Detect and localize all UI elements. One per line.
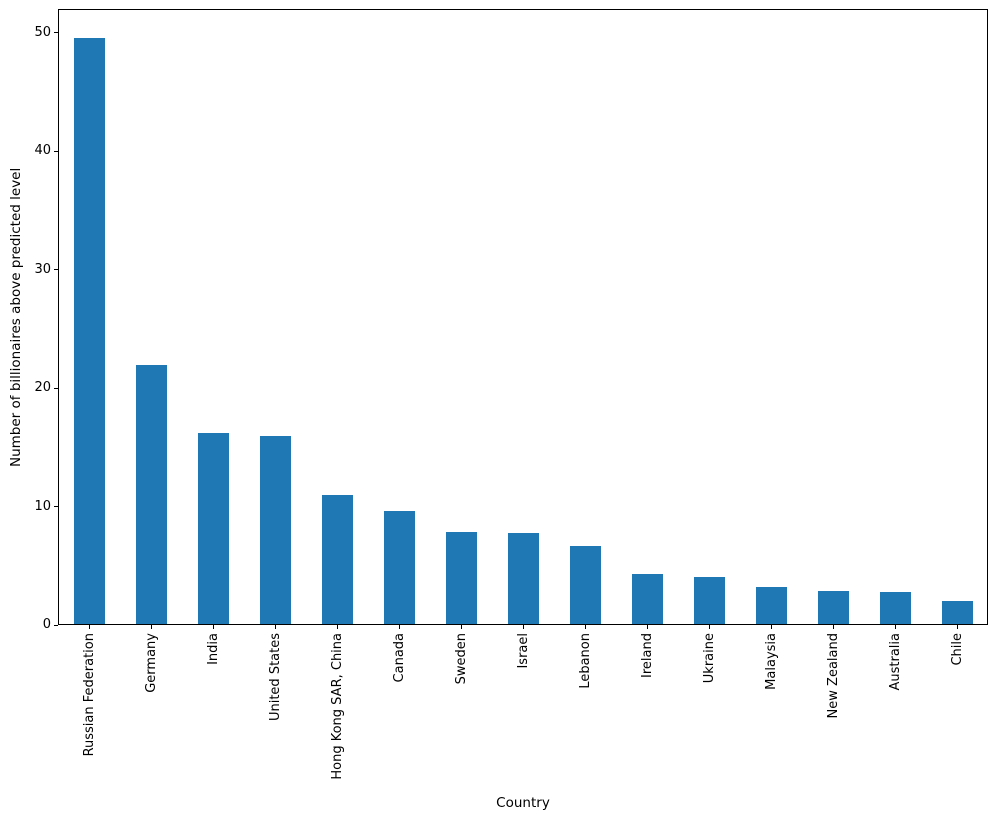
x-tick-mark [274, 625, 276, 629]
x-tick-label: Russian Federation [81, 633, 97, 757]
x-tick-label: Malaysia [763, 633, 779, 690]
y-tick-label: 30 [34, 261, 51, 277]
y-tick-mark [54, 506, 58, 508]
bar [383, 511, 415, 624]
x-tick-mark [88, 625, 90, 629]
x-tick-mark [522, 625, 524, 629]
x-tick-label: Australia [887, 633, 903, 691]
y-tick-label: 20 [34, 380, 51, 396]
x-tick-label: United States [267, 633, 283, 722]
x-tick-mark [398, 625, 400, 629]
x-tick-mark [460, 625, 462, 629]
x-tick-mark [646, 625, 648, 629]
x-tick-mark [150, 625, 152, 629]
x-tick-label: Germany [143, 633, 159, 693]
y-tick-label: 50 [34, 24, 51, 40]
x-tick-label: Hong Kong SAR, China [329, 633, 345, 780]
bar [259, 435, 291, 624]
x-tick-mark [212, 625, 214, 629]
bar [693, 576, 725, 624]
y-tick-mark [54, 387, 58, 389]
y-tick-mark [54, 150, 58, 152]
x-tick-label: Israel [515, 633, 531, 669]
x-tick-mark [956, 625, 958, 629]
bar [197, 433, 229, 624]
x-tick-label: Lebanon [577, 633, 593, 689]
y-tick-label: 0 [42, 617, 51, 632]
bar [445, 531, 477, 624]
x-tick-mark [584, 625, 586, 629]
x-tick-label: Ireland [639, 633, 655, 678]
y-tick-mark [54, 269, 58, 271]
bar [73, 37, 105, 624]
bar [135, 364, 167, 624]
y-tick-label: 40 [34, 143, 51, 159]
y-tick-mark [54, 32, 58, 34]
bar [879, 592, 911, 624]
x-tick-label: Canada [391, 633, 407, 683]
y-axis-label: Number of billionaires above predicted l… [8, 167, 24, 467]
bar [941, 600, 973, 624]
x-tick-label: Ukraine [701, 633, 717, 684]
x-tick-label: New Zealand [825, 633, 841, 719]
y-tick-label: 10 [34, 498, 51, 514]
x-tick-label: India [205, 633, 221, 665]
y-tick-mark [54, 624, 58, 626]
bar [507, 532, 539, 624]
bar [631, 574, 663, 624]
x-tick-mark [708, 625, 710, 629]
x-tick-mark [832, 625, 834, 629]
bar [569, 545, 601, 624]
bar [817, 591, 849, 624]
x-tick-mark [770, 625, 772, 629]
x-tick-label: Chile [949, 633, 965, 666]
bar [755, 587, 787, 624]
bar [321, 494, 353, 624]
x-tick-mark [894, 625, 896, 629]
x-tick-mark [336, 625, 338, 629]
plot-area [58, 9, 988, 625]
x-tick-label: Sweden [453, 633, 469, 685]
x-axis-label: Country [496, 795, 550, 811]
